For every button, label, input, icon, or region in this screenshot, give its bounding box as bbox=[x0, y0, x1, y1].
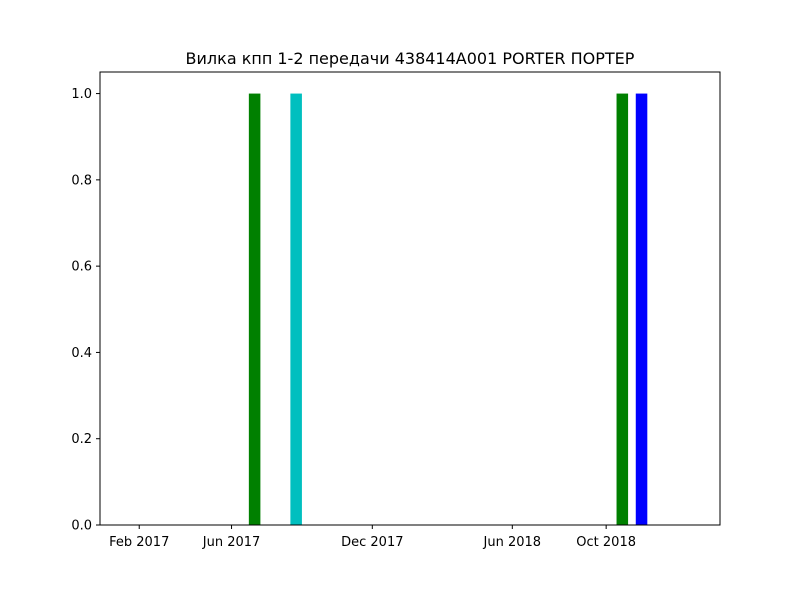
x-tick-label: Jun 2018 bbox=[483, 535, 542, 550]
chart-title: Вилка кпп 1-2 передачи 438414A001 PORTER… bbox=[186, 49, 635, 68]
x-tick-label: Jun 2017 bbox=[202, 535, 261, 550]
x-tick-label: Dec 2017 bbox=[341, 535, 403, 550]
y-tick-label: 0.2 bbox=[71, 432, 92, 447]
y-tick-label: 0.8 bbox=[71, 173, 92, 188]
y-tick-label: 0.0 bbox=[71, 519, 92, 534]
x-tick-label: Feb 2017 bbox=[109, 535, 169, 550]
bar-1 bbox=[248, 93, 261, 525]
y-tick-label: 0.4 bbox=[71, 346, 92, 361]
x-axis-ticks: Feb 2017 Jun 2017 Dec 2017 Jun 2018 Oct 2018 bbox=[109, 525, 636, 550]
y-axis-ticks: 0.0 0.2 0.4 0.6 0.8 1.0 bbox=[71, 87, 100, 534]
y-tick-label: 1.0 bbox=[71, 87, 92, 102]
bar-4 bbox=[635, 93, 648, 525]
bars-layer bbox=[248, 93, 648, 525]
x-tick-label: Oct 2018 bbox=[576, 535, 636, 550]
y-tick-label: 0.6 bbox=[71, 260, 92, 275]
bar-2 bbox=[290, 93, 302, 525]
bar-3 bbox=[616, 93, 629, 525]
plot-frame bbox=[99, 71, 721, 526]
